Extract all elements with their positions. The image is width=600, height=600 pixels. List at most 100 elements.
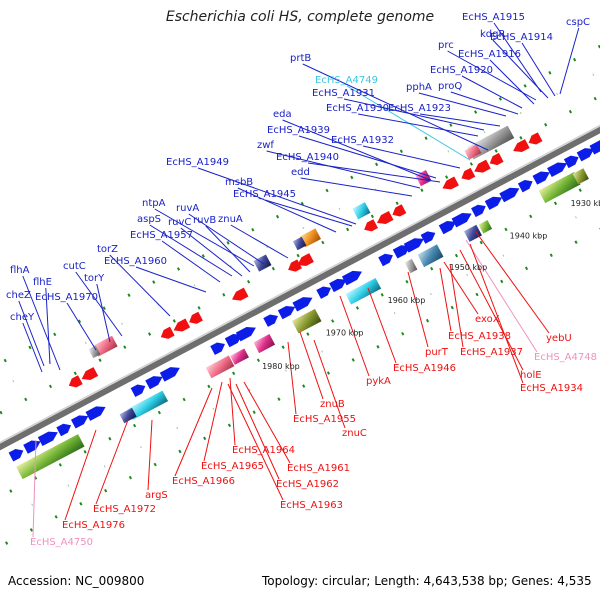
gene-label-forward: EcHS_A1970 [35,292,98,303]
leader-line [22,322,43,373]
leader-line [147,419,153,491]
gene-label-forward: EcHS_A4749 [315,75,378,86]
leader-line [154,208,255,267]
forward-gene-arrow [85,406,106,421]
leader-line [264,199,353,227]
leader-line [230,224,289,259]
gene-label-reverse: EcHS_A1965 [201,461,264,472]
forward-gene-arrow [263,314,278,327]
leader-line [343,98,485,131]
reverse-gene-arrow [376,211,394,224]
gene-label-forward: msbB [225,177,253,188]
gene-label-reverse: EcHS_A1964 [232,445,295,456]
gene-label-forward: EcHS_A1945 [233,189,296,200]
leader-line [243,381,291,464]
forward-gene-arrow [392,245,411,259]
gene-label-forward: EcHS_A1930 [326,103,389,114]
leader-line [493,22,542,93]
leader-line [299,331,324,400]
forward-gene-arrow [499,187,520,203]
gene-label-reverse: EcHS_A1966 [172,476,235,487]
leader-line [475,231,550,334]
leader-line [300,177,413,197]
reverse-gene-arrow [442,176,459,190]
leader-line [203,381,223,462]
reverse-gene-arrow [489,152,504,166]
leader-line [66,302,97,351]
leader-line [197,167,357,225]
gene-label-forward: kdgR [480,29,505,40]
gene-label-reverse: EcHS_A1938 [448,331,511,342]
leader-line [313,339,346,429]
forward-cog-block [463,224,482,242]
gene-label-forward: prtB [290,53,311,64]
gene-label-reverse: exoX [475,314,500,325]
forward-cog-block [119,407,137,424]
gene-label-forward: eda [273,109,292,120]
reverse-gene-arrow [364,219,379,232]
forward-gene-arrow [159,367,180,382]
forward-gene-arrow [329,278,347,293]
reverse-gene-arrow [189,311,203,324]
gene-label-reverse: EcHS_A1962 [276,479,339,490]
gene-label-reverse: EcHS_A1976 [62,520,125,531]
reverse-cog-block [352,202,371,220]
scale-label: 1960 kbp [388,296,426,305]
forward-gene-arrow [532,171,550,185]
forward-cog-block [16,434,85,480]
forward-cog-block [417,244,444,268]
leader-line [227,383,284,501]
backbone-line [0,126,600,451]
forward-gene-arrow [8,449,24,462]
forward-gene-arrow [70,415,89,429]
leader-line [237,187,337,233]
leader-line [282,119,431,181]
gene-label-reverse: pykA [366,376,391,387]
leader-line [75,271,123,337]
reverse-cog-block [92,335,118,357]
leader-line [135,266,207,293]
leader-line [205,225,251,273]
gene-label-reverse: znuB [320,399,345,410]
gene-label-reverse: EcHS_A1934 [520,383,583,394]
gene-label-reverse: EcHS_A1955 [293,414,356,425]
forward-cog-block [478,220,493,234]
leader-line [22,275,61,371]
reverse-cog-block [299,228,321,248]
reverse-gene-arrow [297,253,314,267]
leader-line [450,91,519,115]
gene-label-reverse: EcHS_A1972 [93,504,156,515]
reverse-gene-arrow [474,159,491,173]
forward-cog-block [205,355,235,379]
forward-gene-arrow [277,306,296,320]
forward-gene-arrow [235,326,256,342]
forward-gene-arrow [224,334,243,348]
leader-line [407,271,429,348]
reverse-gene-arrow [392,204,407,217]
gene-label-forward: cspC [566,17,590,28]
leader-line [461,75,523,109]
leader-line [180,227,243,277]
forward-gene-arrow [420,231,436,244]
leader-line [161,240,221,283]
reverse-gene-arrow [231,287,249,301]
gene-label-forward: proQ [438,81,462,92]
reverse-cog-block [415,169,432,187]
leader-line [287,341,297,415]
scale-label: 1930 kbp [571,199,600,208]
leader-line [302,63,489,151]
gene-label-forward: cheY [10,312,35,323]
gene-label-reverse: argS [145,490,168,501]
gene-label-forward: prc [438,40,454,51]
forward-gene-arrow [484,196,503,210]
forward-gene-arrow [37,431,58,447]
reverse-gene-arrow [288,259,302,272]
leader-line [469,243,524,384]
forward-gene-arrow [403,238,424,253]
gene-label-forward: torZ [97,244,118,255]
forward-gene-arrow [576,148,595,162]
leader-line [32,439,37,538]
gene-label-forward: EcHS_A1949 [166,157,229,168]
gene-label-reverse: EcHS_A1961 [287,463,350,474]
